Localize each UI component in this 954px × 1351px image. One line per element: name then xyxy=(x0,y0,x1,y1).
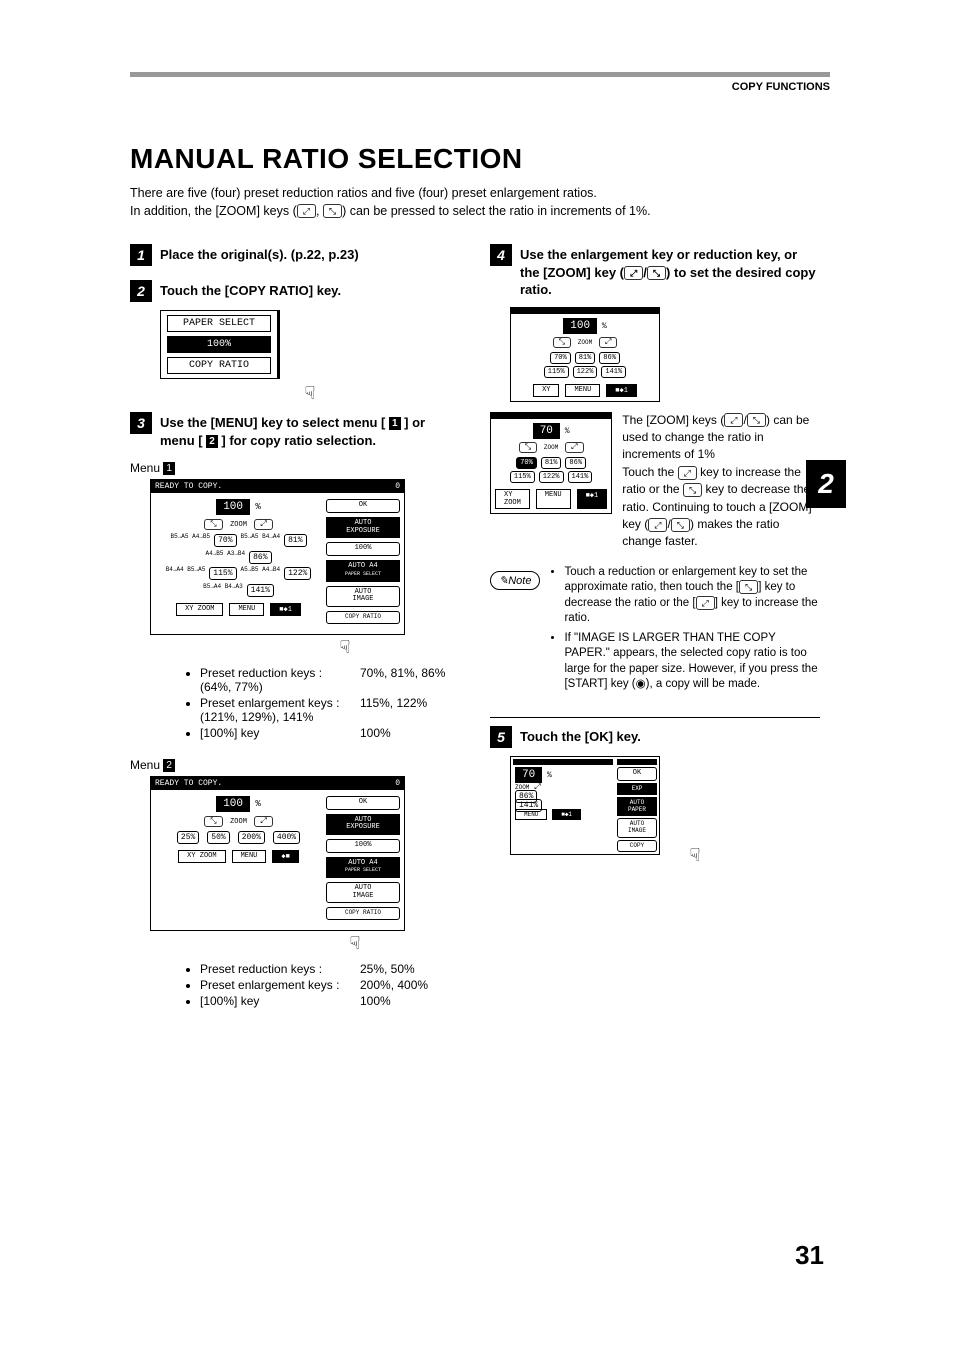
ok-button[interactable]: OK xyxy=(617,767,657,781)
section-label: COPY FUNCTIONS xyxy=(130,81,830,93)
zoom-explanation: The [ZOOM] keys (⤢/⤡) can be used to cha… xyxy=(622,412,820,551)
step-2-title: Touch the [COPY RATIO] key. xyxy=(160,280,341,300)
xy-zoom-button[interactable]: XY ZOOM xyxy=(176,603,223,616)
zoom-up-button[interactable]: ⤢ xyxy=(254,519,272,530)
hand-pointer-icon: ☟ xyxy=(160,383,460,404)
menu-1-tab[interactable]: ■◆1 xyxy=(270,603,301,616)
ratio-25[interactable]: 25% xyxy=(177,831,199,844)
ok-button[interactable]: OK xyxy=(326,796,400,810)
note-label: ✎Note xyxy=(490,571,540,590)
zoom-down-button[interactable]: ⤡ xyxy=(204,816,222,827)
copy-ratio-button[interactable]: COPY RATIO xyxy=(167,357,271,374)
step-3-title: Use the [MENU] key to select menu [ 1 ] … xyxy=(160,412,460,449)
hand-pointer-icon: ☟ xyxy=(250,933,460,954)
zoom-down-button[interactable]: ⤡ xyxy=(204,519,222,530)
menu-button[interactable]: MENU xyxy=(229,603,264,616)
ok-screen: 70 % ZOOM ⤢ 86% 141% MENU ■◆1 OK EXP AUT… xyxy=(510,756,660,855)
menu-2-screen: READY TO COPY. 0 100 % ⤡ ZOOM ⤢ 25% 50% xyxy=(150,776,405,931)
menu-1-screen: READY TO COPY. 0 100 % ⤡ ZOOM ⤢ B5→A5 A4… xyxy=(150,479,405,634)
100-button[interactable]: 100% xyxy=(326,839,400,853)
page-number: 31 xyxy=(795,1240,824,1271)
step-4-title: Use the enlargement key or reduction key… xyxy=(520,244,820,299)
ratio-50[interactable]: 50% xyxy=(207,831,229,844)
step-4-number: 4 xyxy=(490,244,512,266)
divider xyxy=(490,717,820,718)
start-key-icon: ◉ xyxy=(636,678,646,690)
step-5-title: Touch the [OK] key. xyxy=(520,726,641,746)
auto-exposure[interactable]: AUTO EXPOSURE xyxy=(326,517,400,538)
ratio-value: 100% xyxy=(167,336,271,353)
auto-a4: AUTO A4PAPER SELECT xyxy=(326,857,400,878)
current-ratio: 100 xyxy=(216,499,250,515)
auto-image[interactable]: AUTO IMAGE xyxy=(326,882,400,903)
step-2-number: 2 xyxy=(130,280,152,302)
auto-a4: AUTO A4PAPER SELECT xyxy=(326,560,400,581)
zoom-up-icon: ⤢ xyxy=(297,204,316,218)
paper-select-button[interactable]: PAPER SELECT xyxy=(167,315,271,332)
ratio-115[interactable]: 115% xyxy=(209,567,236,580)
ratio-70[interactable]: 70% xyxy=(214,534,236,547)
counter: 0 xyxy=(395,482,400,491)
zoom-up-icon: ⤢ xyxy=(624,266,643,280)
auto-image[interactable]: AUTO IMAGE xyxy=(326,586,400,607)
menu-2-label: Menu 2 xyxy=(130,758,460,772)
mini-screen-1: 100 % ⤡ ZOOM ⤢ 70%81%86% 115%122%141% XY… xyxy=(510,307,660,402)
step-1-title: Place the original(s). (p.22, p.23) xyxy=(160,244,359,264)
copy-ratio-tab[interactable]: COPY RATIO xyxy=(326,907,400,920)
menu-1-key-list: Preset reduction keys :70%, 81%, 86% (64… xyxy=(160,666,460,740)
copy-ratio-tab[interactable]: COPY RATIO xyxy=(326,611,400,624)
step-5-number: 5 xyxy=(490,726,512,748)
current-ratio: 100 xyxy=(216,796,250,812)
note-box: ✎Note Touch a reduction or enlargement k… xyxy=(490,565,820,697)
ready-text: READY TO COPY. xyxy=(155,482,222,491)
chapter-tab: 2 xyxy=(806,460,846,508)
zoom-down-icon: ⤡ xyxy=(647,266,666,280)
zoom-down-icon: ⤡ xyxy=(323,204,342,218)
ratio-86[interactable]: 86% xyxy=(249,551,271,564)
ratio-400[interactable]: 400% xyxy=(273,831,300,844)
menu-button[interactable]: MENU xyxy=(232,850,267,863)
step-2-screen: PAPER SELECT 100% COPY RATIO xyxy=(160,310,280,379)
menu-1-label: Menu 1 xyxy=(130,461,460,475)
header-rule xyxy=(130,72,830,77)
page-title: MANUAL RATIO SELECTION xyxy=(130,143,830,175)
100-button[interactable]: 100% xyxy=(326,542,400,556)
step-3-number: 3 xyxy=(130,412,152,434)
ratio-200[interactable]: 200% xyxy=(238,831,265,844)
menu-2-key-list: Preset reduction keys :25%, 50% Preset e… xyxy=(160,962,460,1008)
mini-screen-2: 70 % ⤡ ZOOM ⤢ 70%81%86% 115%122%141% xyxy=(490,412,612,514)
ready-text: READY TO COPY. xyxy=(155,779,222,788)
zoom-up-button[interactable]: ⤢ xyxy=(254,816,272,827)
step-1-number: 1 xyxy=(130,244,152,266)
ratio-122[interactable]: 122% xyxy=(284,567,311,580)
hand-pointer-icon: ☟ xyxy=(230,637,460,658)
ratio-81[interactable]: 81% xyxy=(284,534,306,547)
xy-zoom-button[interactable]: XY ZOOM xyxy=(178,850,225,863)
auto-exposure[interactable]: AUTO EXPOSURE xyxy=(326,814,400,835)
ok-button[interactable]: OK xyxy=(326,499,400,513)
ratio-141[interactable]: 141% xyxy=(247,584,274,597)
menu-2-tab[interactable]: ◆■ xyxy=(272,850,298,863)
intro-text: There are five (four) preset reduction r… xyxy=(130,185,830,220)
